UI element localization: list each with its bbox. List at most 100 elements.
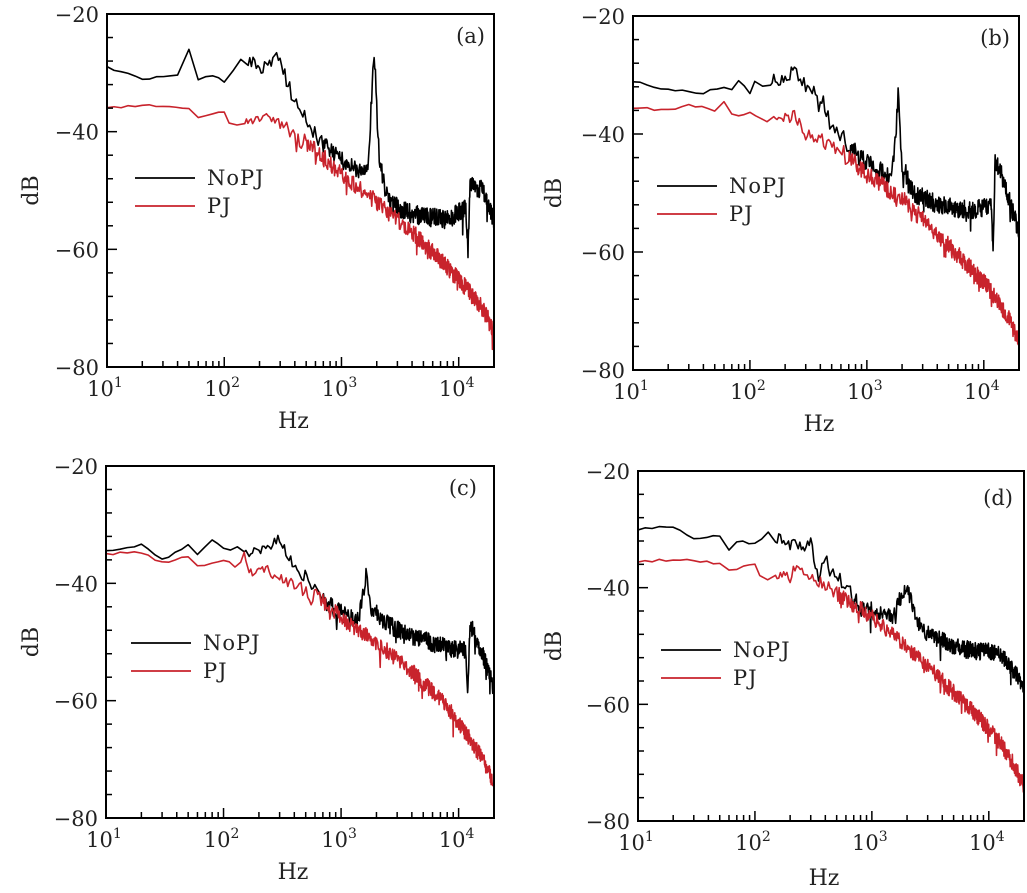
y-tick-label: −40 xyxy=(581,123,625,147)
legend: NoPJ PJ xyxy=(661,638,791,690)
y-tick-label: −40 xyxy=(54,572,98,596)
x-tick-label: 102 xyxy=(204,375,240,401)
x-tick-exponent: 4 xyxy=(991,378,1000,394)
legend-label-pj: PJ xyxy=(207,194,232,218)
x-tick-label: 101 xyxy=(613,378,649,404)
x-tick-exponent: 1 xyxy=(114,375,123,391)
x-tick-base: 10 xyxy=(322,377,349,401)
x-tick-base: 10 xyxy=(847,380,874,404)
x-axis-label: Hz xyxy=(278,409,309,434)
y-tick-label: −20 xyxy=(581,5,625,29)
panel-label: (b) xyxy=(980,26,1010,50)
y-tick-label: −40 xyxy=(586,577,630,601)
x-tick-label: 101 xyxy=(87,375,123,401)
y-tick-label: −20 xyxy=(55,3,99,27)
x-tick-exponent: 4 xyxy=(996,829,1005,845)
y-tick-label: −80 xyxy=(581,359,625,383)
x-tick-base: 10 xyxy=(852,831,879,855)
x-tick-label: 104 xyxy=(439,826,475,852)
x-tick-base: 10 xyxy=(204,828,231,852)
x-tick-exponent: 3 xyxy=(874,378,883,394)
x-tick-base: 10 xyxy=(613,380,640,404)
x-tick-base: 10 xyxy=(735,831,762,855)
plot-frame xyxy=(632,15,1020,371)
x-tick-label: 102 xyxy=(735,829,771,855)
x-tick-base: 10 xyxy=(618,831,645,855)
x-tick-base: 10 xyxy=(439,377,466,401)
y-tick-label: −60 xyxy=(54,690,98,714)
y-tick-label: −60 xyxy=(586,693,630,717)
y-axis-label: dB xyxy=(19,175,44,205)
series-line-nopj xyxy=(633,66,1019,252)
legend-label-pj: PJ xyxy=(203,659,228,683)
x-tick-label: 101 xyxy=(618,829,654,855)
plot-frame xyxy=(106,13,495,368)
x-tick-exponent: 3 xyxy=(879,829,888,845)
legend-label-pj: PJ xyxy=(733,666,758,690)
legend-label-nopj: NoPJ xyxy=(733,638,791,662)
x-tick-exponent: 1 xyxy=(640,378,649,394)
series-line-pj xyxy=(638,558,1024,793)
series-line-pj xyxy=(107,103,494,351)
x-tick-label: 104 xyxy=(969,829,1005,855)
x-tick-base: 10 xyxy=(204,377,231,401)
x-axis-label: Hz xyxy=(278,860,309,885)
x-tick-exponent: 4 xyxy=(466,375,475,391)
x-tick-label: 102 xyxy=(730,378,766,404)
x-tick-label: 103 xyxy=(322,375,358,401)
x-tick-label: 102 xyxy=(204,826,240,852)
x-tick-base: 10 xyxy=(87,377,114,401)
panel-label: (a) xyxy=(456,24,485,48)
y-axis-label: dB xyxy=(542,178,567,208)
x-tick-exponent: 3 xyxy=(348,826,357,842)
series-line-pj xyxy=(633,100,1019,346)
x-tick-base: 10 xyxy=(969,831,996,855)
series-line-pj xyxy=(106,550,494,787)
x-tick-label: 103 xyxy=(847,378,883,404)
x-tick-exponent: 2 xyxy=(757,378,766,394)
y-tick-label: −60 xyxy=(55,238,99,262)
panel-label: (d) xyxy=(983,486,1013,510)
legend-label-nopj: NoPJ xyxy=(203,631,261,655)
legend-label-nopj: NoPJ xyxy=(729,174,787,198)
legend: NoPJ PJ xyxy=(135,166,265,218)
x-tick-base: 10 xyxy=(964,380,991,404)
x-tick-label: 101 xyxy=(86,826,122,852)
y-tick-label: −20 xyxy=(586,460,630,484)
series-line-nopj xyxy=(106,534,494,695)
y-tick-label: −20 xyxy=(54,455,98,479)
x-tick-exponent: 1 xyxy=(113,826,122,842)
x-axis-label: Hz xyxy=(809,866,840,891)
y-axis-label: dB xyxy=(542,631,567,661)
legend-label-nopj: NoPJ xyxy=(207,166,265,190)
y-tick-label: −40 xyxy=(55,121,99,145)
legend: NoPJ PJ xyxy=(657,174,787,226)
x-tick-exponent: 3 xyxy=(348,375,357,391)
x-tick-label: 104 xyxy=(439,375,475,401)
y-tick-label: −80 xyxy=(54,807,98,831)
x-tick-exponent: 2 xyxy=(762,829,771,845)
panel-label: (c) xyxy=(449,476,477,500)
y-tick-label: −80 xyxy=(55,356,99,380)
x-tick-label: 103 xyxy=(321,826,357,852)
y-tick-label: −60 xyxy=(581,241,625,265)
y-axis-label: dB xyxy=(19,627,44,657)
x-tick-base: 10 xyxy=(439,828,466,852)
x-tick-exponent: 2 xyxy=(231,375,240,391)
plot-frame xyxy=(637,470,1025,822)
series-line-nopj xyxy=(638,525,1024,693)
x-tick-exponent: 1 xyxy=(645,829,654,845)
x-tick-base: 10 xyxy=(86,828,113,852)
legend: NoPJ PJ xyxy=(131,631,261,683)
plot-frame xyxy=(105,465,495,819)
y-tick-label: −80 xyxy=(586,810,630,834)
x-tick-base: 10 xyxy=(730,380,757,404)
x-tick-exponent: 4 xyxy=(466,826,475,842)
x-tick-base: 10 xyxy=(321,828,348,852)
legend-label-pj: PJ xyxy=(729,202,754,226)
x-tick-label: 103 xyxy=(852,829,888,855)
x-tick-exponent: 2 xyxy=(230,826,239,842)
